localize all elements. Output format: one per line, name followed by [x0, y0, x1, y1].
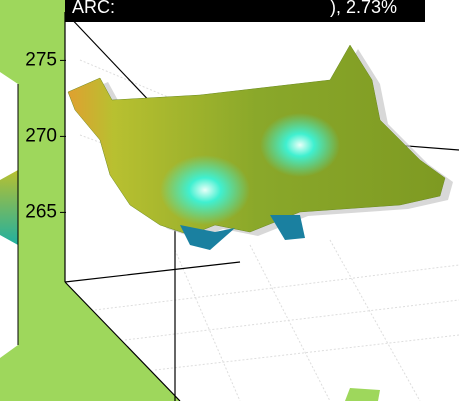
- surface-underside: [180, 225, 235, 250]
- surface-peak: [260, 113, 340, 177]
- z-tick-label: 265: [25, 201, 57, 222]
- background-notch: [345, 388, 380, 401]
- z-tick-label: 270: [25, 125, 57, 146]
- title: ARC:: [72, 0, 115, 17]
- surface-underside: [270, 215, 305, 240]
- surface-peak: [160, 155, 250, 225]
- title-bar: [65, 0, 425, 22]
- title-suffix: ), 2.73%: [330, 0, 397, 17]
- z-tick-label: 275: [25, 49, 57, 70]
- side-surface: [0, 170, 18, 245]
- floor-grid: [79, 59, 459, 401]
